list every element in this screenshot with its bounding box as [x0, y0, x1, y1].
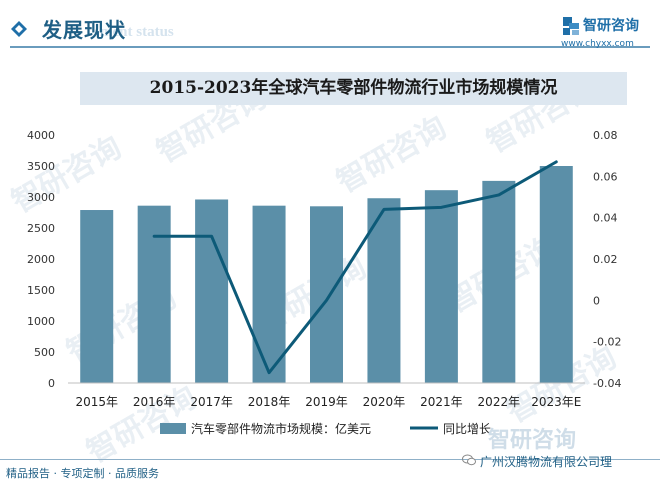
- footer-company: 广州汉腾物流有限公司理: [480, 455, 613, 469]
- chart-title: 2015-2023年全球汽车零部件物流行业市场规模情况: [149, 78, 558, 98]
- y-right-tick-label: -0.02: [593, 336, 621, 349]
- y-left-tick-label: 4000: [27, 129, 55, 142]
- brand-url: www.chyxx.com: [561, 39, 634, 49]
- x-tick-label: 2015年: [75, 395, 118, 409]
- section-header: ment status 发展现状 智研咨询 www.chyxx.com: [0, 0, 660, 60]
- brand-name: 智研咨询: [583, 18, 639, 34]
- growth-line: [152, 160, 558, 375]
- x-tick-label: 2018年: [248, 395, 291, 409]
- x-tick-label: 2021年: [420, 395, 463, 409]
- y-left-tick-label: 0: [48, 377, 55, 390]
- y-right-tick-label: -0.04: [593, 377, 621, 390]
- footer: 智研咨询 精品报告 · 专项定制 · 品质服务 广州汉腾物流有限公司理: [0, 428, 660, 490]
- y-left-tick-label: 1000: [27, 315, 55, 328]
- legend-line-label: 同比增长: [443, 422, 491, 436]
- x-tick-label: 2022年: [478, 395, 521, 409]
- bar: [539, 166, 573, 383]
- y-left-tick-label: 1500: [27, 284, 55, 297]
- x-tick-label: 2017年: [190, 395, 233, 409]
- footer-slogan: 精品报告 · 专项定制 · 品质服务: [6, 467, 159, 480]
- y-right-tick-label: 0.02: [593, 253, 618, 266]
- y-left-tick-label: 3000: [27, 191, 55, 204]
- bar: [195, 199, 229, 383]
- y-right-tick-label: 0.06: [593, 170, 618, 183]
- bar: [482, 180, 516, 383]
- y-right-tick-label: 0.04: [593, 212, 618, 225]
- brand-logo-icon: [563, 17, 579, 35]
- legend-bar-label: 汽车零部件物流市场规模：亿美元: [191, 421, 371, 436]
- section-title: 发展现状: [42, 18, 126, 42]
- y-right-tick-label: 0: [593, 294, 600, 307]
- combo-chart: 0 500 1000 1500 2000 2500 3000 3500 4000 -0.04 -0.…: [27, 129, 621, 436]
- y-left-tick-label: 2500: [27, 222, 55, 235]
- x-tick-label: 2020年: [363, 395, 406, 409]
- y-left-tick-label: 500: [34, 346, 55, 359]
- wechat-icon: [462, 454, 476, 466]
- bar: [310, 206, 343, 383]
- y-right-tick-label: 0.08: [593, 129, 618, 142]
- x-tick-label: 2023年E: [531, 395, 581, 409]
- header-divider: [10, 46, 650, 48]
- section-subtitle: ment status: [100, 24, 174, 40]
- x-tick-label: 2016年: [133, 395, 176, 409]
- section-bullet-icon: [11, 21, 27, 37]
- footer-divider: [0, 459, 660, 460]
- chart-title-box: 2015-2023年全球汽车零部件物流行业市场规模情况: [80, 72, 627, 105]
- bar: [80, 210, 114, 383]
- legend-bar-swatch: [160, 423, 186, 434]
- x-tick-label: 2019年: [305, 395, 348, 409]
- y-left-tick-label: 3500: [27, 160, 55, 173]
- bar: [137, 205, 171, 383]
- footer-brand-watermark: 智研咨询: [488, 428, 577, 453]
- bar: [252, 205, 286, 383]
- y-left-tick-label: 2000: [27, 253, 55, 266]
- bar: [424, 190, 458, 383]
